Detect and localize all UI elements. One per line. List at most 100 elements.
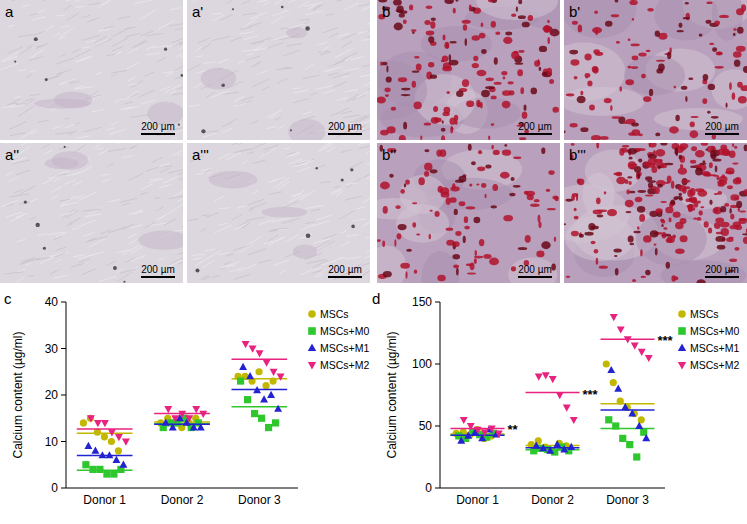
fiber: [271, 16, 283, 23]
mineral-nodule: [504, 144, 507, 147]
mineral-nodule: [604, 98, 612, 103]
mineral-nodule: [719, 176, 728, 182]
fiber: [293, 90, 309, 93]
fiber: [346, 235, 358, 237]
mineral-nodule: [511, 14, 516, 17]
mineral-nodule: [480, 102, 483, 109]
fiber: [336, 192, 343, 197]
fiber: [232, 214, 243, 219]
fiber: [342, 33, 356, 39]
mineral-nodule: [464, 216, 468, 223]
mineral-nodule: [622, 145, 629, 147]
mineral-nodule: [538, 221, 541, 228]
debris: [45, 78, 48, 81]
mineral-nodule: [714, 66, 723, 69]
mineral-nodule: [737, 27, 743, 34]
mineral-nodule: [735, 225, 742, 230]
fiber: [312, 221, 329, 226]
fiber: [315, 86, 332, 90]
fiber: [134, 0, 152, 4]
mineral-nodule: [732, 162, 738, 164]
debris: [290, 129, 292, 131]
mineral-nodule: [513, 157, 521, 159]
fiber: [195, 172, 211, 175]
fiber: [205, 92, 215, 98]
mineral-nodule: [538, 215, 541, 223]
mineral-nodule: [675, 248, 684, 254]
mineral-nodule: [706, 2, 712, 4]
mineral-nodule: [743, 237, 747, 244]
data-point: [610, 314, 618, 321]
mineral-nodule: [708, 227, 712, 233]
mineral-nodule: [592, 27, 602, 33]
fiber: [107, 148, 126, 151]
mineral-nodule: [717, 245, 726, 250]
mineral-nodule: [627, 148, 637, 155]
mineral-nodule: [519, 137, 526, 140]
fiber: [163, 177, 178, 184]
mineral-nodule: [736, 201, 742, 208]
mineral-nodule: [674, 86, 676, 89]
stain-patch: [201, 68, 236, 90]
fiber: [63, 118, 69, 120]
micrograph: [564, 0, 747, 140]
micrograph: [187, 0, 370, 140]
fiber: [4, 272, 24, 274]
mineral-nodule: [382, 241, 385, 247]
fiber: [278, 125, 284, 128]
mineral-nodule: [711, 116, 719, 119]
fiber: [323, 90, 335, 94]
fiber: [69, 131, 77, 136]
mineral-nodule: [491, 205, 497, 208]
fiber: [248, 249, 266, 255]
fiber: [212, 13, 222, 14]
mineral-nodule: [466, 206, 476, 209]
data-point: [549, 376, 557, 383]
stain-patch: [54, 92, 92, 108]
fiber: [239, 264, 256, 271]
mineral-nodule: [743, 66, 747, 73]
mineral-nodule: [629, 243, 634, 246]
legend-label: MSCs+M0: [690, 325, 739, 337]
data-point: [495, 431, 503, 438]
mineral-nodule: [696, 279, 705, 283]
data-point: [171, 415, 179, 422]
mineral-nodule: [628, 235, 634, 242]
mineral-nodule: [414, 56, 420, 59]
mineral-nodule: [570, 123, 578, 128]
mineral-nodule: [503, 215, 513, 221]
mineral-nodule: [552, 33, 555, 35]
fiber: [7, 47, 23, 54]
fiber: [50, 269, 59, 274]
cell-patch: [421, 251, 459, 283]
fiber: [301, 224, 314, 230]
fiber: [305, 222, 314, 223]
cell-patch: [624, 56, 685, 96]
mineral-nodule: [605, 21, 613, 27]
mineral-nodule: [491, 123, 494, 126]
mineral-nodule: [712, 47, 717, 52]
mineral-nodule: [651, 166, 657, 173]
mineral-nodule: [494, 57, 498, 65]
data-point: [457, 437, 465, 444]
fiber: [357, 31, 368, 33]
data-point: [481, 429, 489, 436]
data-point: [542, 372, 550, 379]
fiber: [18, 106, 34, 117]
fiber: [174, 191, 183, 196]
fiber: [182, 223, 183, 227]
fiber: [9, 122, 26, 130]
fiber: [93, 143, 103, 149]
fiber: [53, 171, 69, 177]
fiber: [53, 275, 68, 278]
mineral-nodule: [485, 86, 495, 89]
significance: ***: [583, 387, 599, 402]
fiber: [128, 234, 137, 238]
mineral-nodule: [476, 100, 480, 107]
data-point: [614, 384, 622, 391]
mineral-nodule: [738, 218, 747, 224]
fiber: [362, 263, 370, 266]
fiber: [50, 252, 69, 256]
fiber: [127, 77, 135, 82]
fiber: [222, 123, 231, 126]
